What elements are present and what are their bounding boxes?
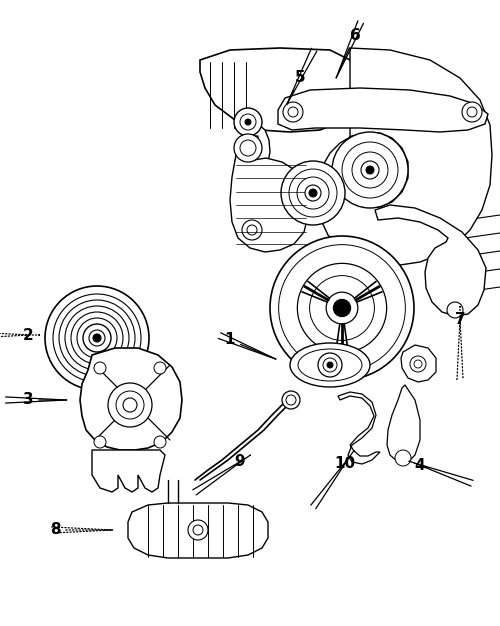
Text: 10: 10 (311, 450, 356, 509)
Ellipse shape (290, 343, 370, 387)
Polygon shape (128, 503, 268, 558)
Circle shape (93, 334, 101, 342)
Circle shape (154, 436, 166, 448)
Circle shape (245, 119, 251, 125)
Circle shape (410, 356, 426, 372)
Text: 4: 4 (408, 458, 473, 486)
Polygon shape (278, 88, 488, 132)
Text: 7: 7 (454, 307, 466, 379)
Polygon shape (92, 450, 165, 492)
Circle shape (123, 398, 137, 412)
Circle shape (154, 362, 166, 374)
Polygon shape (387, 385, 420, 462)
Circle shape (332, 132, 408, 208)
Polygon shape (338, 392, 380, 464)
Circle shape (83, 324, 111, 352)
Circle shape (94, 362, 106, 374)
Circle shape (361, 161, 379, 179)
Circle shape (94, 436, 106, 448)
Circle shape (108, 383, 152, 427)
Circle shape (298, 264, 386, 352)
Text: 9: 9 (192, 454, 251, 495)
Circle shape (270, 236, 414, 380)
Text: 2: 2 (0, 327, 40, 342)
Polygon shape (401, 345, 436, 382)
Circle shape (281, 161, 345, 225)
Circle shape (366, 166, 374, 174)
Circle shape (45, 286, 149, 390)
Circle shape (283, 102, 303, 122)
Polygon shape (80, 348, 182, 450)
Circle shape (334, 299, 350, 317)
Text: 1: 1 (218, 332, 276, 359)
Circle shape (395, 450, 411, 466)
Circle shape (309, 189, 317, 197)
Circle shape (234, 134, 262, 162)
Polygon shape (318, 48, 492, 265)
Circle shape (326, 292, 358, 324)
Circle shape (318, 353, 342, 377)
Circle shape (234, 108, 262, 136)
Circle shape (188, 520, 208, 540)
Text: 6: 6 (336, 21, 363, 78)
Polygon shape (375, 205, 486, 316)
Text: 8: 8 (50, 523, 112, 538)
Polygon shape (200, 48, 360, 132)
Circle shape (447, 302, 463, 318)
Circle shape (305, 185, 321, 201)
Text: 3: 3 (6, 393, 66, 408)
Circle shape (242, 220, 262, 240)
Polygon shape (232, 122, 272, 233)
Text: 5: 5 (287, 48, 317, 105)
Circle shape (282, 391, 300, 409)
Circle shape (327, 362, 333, 368)
Circle shape (462, 102, 482, 122)
Polygon shape (230, 136, 308, 252)
